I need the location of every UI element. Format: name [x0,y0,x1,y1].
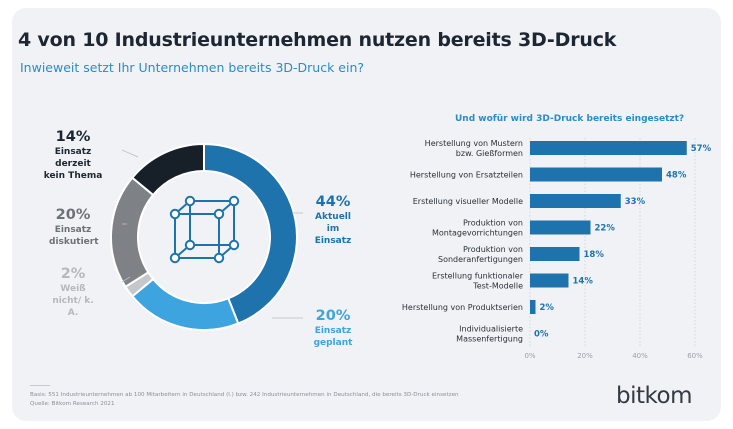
bar-value-label: 2% [540,303,555,313]
donut-label-diskutiert: 20% Einsatz diskutiert [30,206,116,248]
bar [530,194,621,208]
3d-cube-icon [169,195,240,264]
donut-label-aktuell-text: Aktuell im Einsatz [314,212,352,246]
donut-label-weiss-nicht-pct: 2% [60,266,86,282]
footnote-basis: Basis: 551 Industrieunternehmen ab 100 M… [30,392,459,398]
donut-slice [203,142,298,325]
category-label: Individualisierte Massenfertigung [456,325,523,344]
bar [530,247,580,261]
footnote-divider [30,385,50,386]
bar [530,141,687,155]
chart-title: 4 von 10 Industrieunternehmen nutzen ber… [18,29,617,51]
bar-value-label: 48% [666,171,687,181]
chart-subtitle: Inwieweit setzt Ihr Unternehmen bereits … [20,60,365,75]
bitkom-logo: bitkom [616,383,692,409]
bar-value-label: 18% [584,250,605,260]
leader-line [121,276,131,283]
donut-label-kein-thema: 14% Einsatz derzeit kein Thema [30,128,116,182]
donut-label-diskutiert-pct: 20% [55,207,91,223]
bar [530,300,536,314]
category-label: Produktion von Montagevorrichtungen [432,219,523,238]
category-label: Erstellung funktionaler Test-Modelle [432,272,524,291]
footnote-source: Quelle: Bitkom Research 2021 [30,401,115,407]
bar-value-label: 33% [625,197,646,207]
donut-label-kein-thema-text: Einsatz derzeit kein Thema [43,147,103,181]
category-label: Herstellung von Mustern bzw. Gießformen [425,139,523,158]
donut-label-aktuell: 44% Aktuell im Einsatz [303,193,363,247]
bar-chart-title: Und wofür wird 3D-Druck bereits eingeset… [455,114,685,124]
bar [530,273,569,288]
donut-label-kein-thema-pct: 14% [55,129,91,145]
donut-label-geplant: 20% Einsatz geplant [303,307,363,349]
category-label: Produktion von Sonderanfertigungen [438,245,523,264]
x-tick-label: 20% [577,352,593,360]
category-label: Herstellung von Ersatzteilen [410,171,523,180]
bar [530,167,662,182]
bar-value-label: 14% [573,277,594,287]
leader-line [121,149,139,158]
x-tick-label: 40% [632,352,648,360]
donut-label-weiss-nicht-text: Weiß nicht/ k. A. [52,284,94,318]
donut-label-geplant-pct: 20% [315,308,351,324]
bar-value-label: 0% [534,330,549,340]
bar-value-label: 22% [595,224,616,234]
x-tick-label: 60% [687,352,703,360]
category-label: Herstellung von Produktserien [402,303,523,312]
donut-label-diskutiert-text: Einsatz diskutiert [49,225,99,247]
donut-label-aktuell-pct: 44% [315,194,351,210]
donut-label-weiss-nicht: 2% Weiß nicht/ k. A. [30,265,116,319]
x-tick-label: 0% [524,352,535,360]
bar [530,220,591,235]
donut-label-geplant-text: Einsatz geplant [313,326,353,348]
bar-value-label: 57% [691,144,712,154]
category-label: Erstellung visueller Modelle [413,197,523,206]
donut-slice [130,142,205,197]
